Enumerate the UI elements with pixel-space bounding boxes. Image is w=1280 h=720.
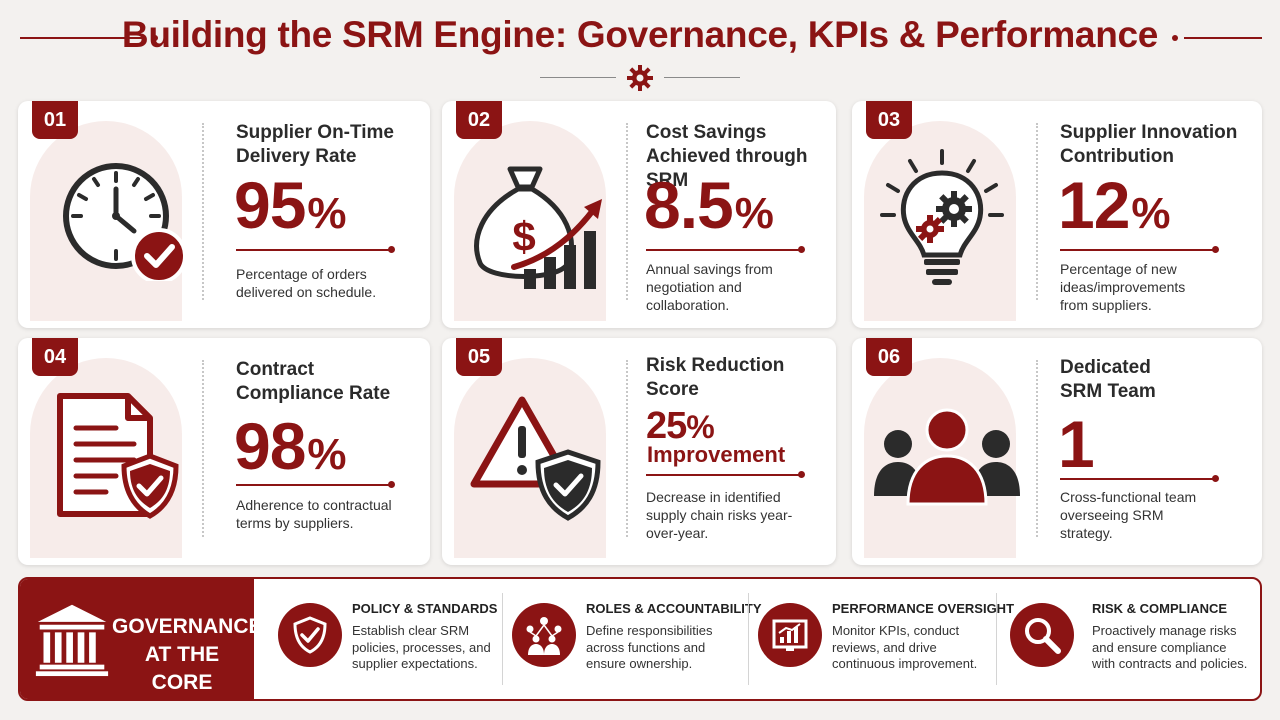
card-metric: 8.5% xyxy=(644,168,774,250)
metric-unit: % xyxy=(307,430,346,479)
governance-separator xyxy=(502,593,503,685)
card-number: 05 xyxy=(456,338,502,376)
card-title: Dedicated SRM Team xyxy=(1060,357,1156,402)
document-shield-icon xyxy=(57,393,179,519)
governance-item-heading: ROLES & ACCOUNTABILITY xyxy=(586,601,762,616)
metric-underline xyxy=(1060,475,1219,482)
kpi-card-contract-compliance: 04 Contract Compliance Rate 98% Adherenc… xyxy=(18,338,430,565)
header: Building the SRM Engine: Governance, KPI… xyxy=(0,0,1280,96)
metric-value: 8.5 xyxy=(644,168,734,242)
card-metric: 95% xyxy=(234,168,347,250)
card-description: Cross-functional team overseeing SRM str… xyxy=(1060,489,1197,541)
governance-item-text: Monitor KPIs, conduct reviews, and drive… xyxy=(832,623,978,671)
page-title: Building the SRM Engine: Governance, KPI… xyxy=(121,14,1159,55)
card-description: Decrease in identified supply chain risk… xyxy=(646,489,793,541)
metric-value: 12 xyxy=(1058,168,1130,242)
kpi-card-innovation: 03 Supplier Innovation Contribution 12% xyxy=(852,101,1262,328)
card-title: Supplier On-Time Delivery Rate xyxy=(236,122,395,167)
metric-unit: % xyxy=(1131,189,1170,238)
card-divider xyxy=(202,360,204,537)
metric-underline xyxy=(1060,246,1219,253)
metric-underline xyxy=(236,481,395,488)
governance-item-text: Define responsibilities across functions… xyxy=(586,623,713,671)
team-icon xyxy=(874,408,1020,506)
title-rule-left xyxy=(20,37,142,39)
shield-check-icon xyxy=(293,616,327,654)
governance-item-text: Proactively manage risks and ensure comp… xyxy=(1092,623,1248,671)
institution-icon xyxy=(35,604,109,677)
metric-underline xyxy=(646,471,805,478)
governance-item-roles: ROLES & ACCOUNTABILITY Define responsibi… xyxy=(490,579,762,699)
card-divider xyxy=(626,360,628,537)
card-metric: 1 xyxy=(1058,408,1096,489)
metric-unit: % xyxy=(307,189,346,238)
metric-unit: % xyxy=(686,409,714,445)
kpi-card-risk-reduction: 05 Risk Reduction Score 25% Improvement … xyxy=(442,338,836,565)
card-description: Percentage of new ideas/improvements fro… xyxy=(1060,261,1186,313)
title-rule-right xyxy=(1184,37,1262,39)
gear-icon xyxy=(627,65,653,91)
governance-item-heading: RISK & COMPLIANCE xyxy=(1092,601,1228,616)
card-number: 03 xyxy=(866,101,912,139)
title-dot-left xyxy=(152,35,158,41)
governance-item-heading: PERFORMANCE OVERSIGHT xyxy=(832,601,1015,616)
title-dot-right xyxy=(1172,35,1178,41)
metric-value: 98 xyxy=(234,409,306,483)
metric-value: 1 xyxy=(1058,407,1095,481)
card-number: 06 xyxy=(866,338,912,376)
kpi-card-cost-savings: 02 $ Cost Savings Achieved through SRM 8… xyxy=(442,101,836,328)
card-description: Annual savings from negotiation and coll… xyxy=(646,261,773,313)
people-network-icon xyxy=(526,617,562,655)
svg-text:$: $ xyxy=(512,213,535,260)
card-divider xyxy=(1036,360,1038,537)
metric-value: 95 xyxy=(234,168,306,242)
metric-underline xyxy=(236,246,395,253)
governance-item-heading: POLICY & STANDARDS xyxy=(352,601,498,616)
metric-underline xyxy=(646,246,805,253)
card-metric: 12% xyxy=(1058,168,1171,250)
card-divider xyxy=(202,123,204,300)
card-number: 04 xyxy=(32,338,78,376)
card-description: Adherence to contractual terms by suppli… xyxy=(236,497,392,531)
icon-circle xyxy=(1010,603,1074,667)
card-title: Contract Compliance Rate xyxy=(236,359,391,404)
warning-shield-icon xyxy=(470,396,601,521)
governance-item-risk: RISK & COMPLIANCE Proactively manage ris… xyxy=(996,579,1260,699)
card-title: Supplier Innovation Contribution xyxy=(1060,122,1238,167)
clock-check-icon xyxy=(63,163,187,281)
card-number: 02 xyxy=(456,101,502,139)
icon-circle xyxy=(512,603,576,667)
governance-title: GOVERNANCE AT THE CORE xyxy=(112,615,263,694)
icon-circle xyxy=(278,603,342,667)
governance-item-text: Establish clear SRM policies, processes,… xyxy=(352,623,491,671)
card-title: Cost Savings Achieved through SRM xyxy=(646,122,808,191)
governance-label-panel: GOVERNANCE AT THE CORE xyxy=(20,579,263,699)
lightbulb-gears-icon xyxy=(880,149,1004,285)
card-divider xyxy=(626,123,628,300)
governance-separator xyxy=(748,593,749,685)
money-bag-growth-icon: $ xyxy=(474,166,602,289)
card-number: 01 xyxy=(32,101,78,139)
card-metric: 25% xyxy=(646,404,715,449)
dashboard-chart-icon xyxy=(772,619,808,651)
metric-value: 25 xyxy=(646,405,687,447)
card-metric: 98% xyxy=(234,409,347,491)
kpi-card-srm-team: 06 Dedicated SRM Team 1 Cross-functional… xyxy=(852,338,1262,565)
card-description: Percentage of orders delivered on schedu… xyxy=(236,266,377,300)
governance-item-policy: POLICY & STANDARDS Establish clear SRM p… xyxy=(256,579,502,699)
subtitle-rule-right xyxy=(664,77,740,78)
governance-separator xyxy=(996,593,997,685)
metric-suffix: Improvement xyxy=(647,442,786,467)
magnifier-icon xyxy=(1025,618,1061,654)
governance-banner: GOVERNANCE AT THE CORE POLICY & STANDARD… xyxy=(18,577,1262,701)
governance-item-performance: PERFORMANCE OVERSIGHT Monitor KPIs, cond… xyxy=(736,579,1014,699)
card-divider xyxy=(1036,123,1038,300)
kpi-card-on-time-delivery: 01 Supplier On-Time Delivery Rate 95% Pe… xyxy=(18,101,430,328)
card-title: Risk Reduction Score xyxy=(646,355,785,400)
subtitle-rule-left xyxy=(540,77,616,78)
metric-unit: % xyxy=(734,189,774,238)
